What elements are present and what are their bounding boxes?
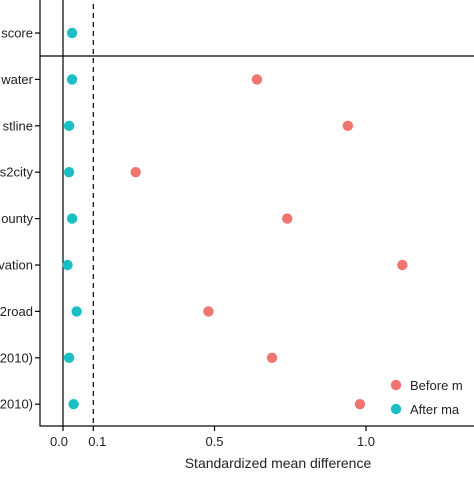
legend: Before m After ma [390, 378, 463, 417]
y-tick-label: score [1, 26, 33, 41]
panel-border [39, 0, 474, 427]
legend-label: After ma [410, 402, 460, 417]
point-after [66, 27, 78, 39]
y-tick-label: s2city [0, 165, 33, 180]
y-tick-label: 2010) [0, 397, 33, 412]
point-before [397, 259, 408, 271]
point-after [68, 399, 79, 410]
y-tick-label: water [0, 72, 33, 87]
point-before [203, 306, 214, 317]
point-before [342, 120, 354, 131]
point-after [66, 74, 78, 85]
legend-key-before [390, 379, 402, 391]
point-before [251, 74, 263, 85]
point-after [66, 213, 78, 224]
point-after [63, 167, 75, 178]
plot-frame [39, 0, 474, 427]
y-axis-labels: score water stline s2city ounty vation 2road 20… [0, 26, 40, 412]
point-before [130, 167, 141, 178]
point-after [71, 306, 82, 317]
data-points [62, 27, 408, 410]
x-tick-label: 0.5 [205, 434, 223, 449]
point-after [62, 259, 73, 271]
x-axis-title: Standardized mean difference [185, 455, 372, 471]
x-axis: 0.0 0.1 0.5 1.0 [50, 426, 375, 449]
y-tick-label: 2010) [0, 350, 33, 365]
legend-label: Before m [410, 378, 463, 393]
y-tick-label: 2road [0, 304, 33, 319]
x-tick-label: 0.0 [50, 434, 68, 449]
point-before [354, 399, 366, 410]
y-tick-label: vation [0, 258, 33, 273]
point-after [63, 352, 75, 363]
legend-key-after [390, 403, 402, 415]
x-tick-label: 1.0 [357, 434, 375, 449]
point-before [282, 213, 293, 224]
x-tick-label: 0.1 [88, 434, 106, 449]
y-tick-label: ounty [1, 211, 33, 226]
point-after [63, 120, 75, 131]
point-before [266, 352, 278, 363]
y-tick-label: stline [3, 118, 33, 133]
